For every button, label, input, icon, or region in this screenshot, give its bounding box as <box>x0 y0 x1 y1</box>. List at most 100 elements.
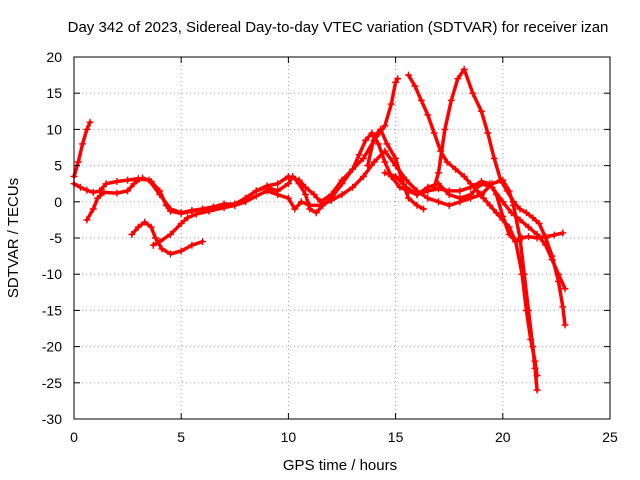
data-point <box>306 201 314 209</box>
series-arc-9 <box>381 169 569 293</box>
y-tick-label: -10 <box>42 266 62 282</box>
grid <box>74 57 610 419</box>
data-point <box>413 191 421 199</box>
data-point <box>512 238 520 246</box>
data-point <box>445 201 453 209</box>
data-point <box>533 230 541 238</box>
data-point <box>156 191 164 199</box>
data-point <box>522 306 530 314</box>
data-point <box>302 183 310 191</box>
x-tick-label: 15 <box>388 429 404 445</box>
data-point <box>413 201 421 209</box>
series-arc-3 <box>70 75 402 217</box>
data-point <box>295 176 303 184</box>
data-point <box>559 229 567 237</box>
data-point <box>124 176 132 184</box>
data-point <box>370 133 378 141</box>
x-tick-label: 5 <box>177 429 185 445</box>
data-point <box>79 140 87 148</box>
data-point <box>527 335 535 343</box>
data-point <box>177 220 185 227</box>
data-point <box>445 191 453 199</box>
data-point <box>542 234 550 242</box>
data-point <box>435 180 442 188</box>
data-point <box>128 230 136 238</box>
data-point <box>284 180 292 188</box>
y-tick-label: 20 <box>46 49 62 65</box>
data-point <box>368 129 376 137</box>
data-point <box>274 191 282 199</box>
data-point <box>74 158 82 166</box>
data-point <box>242 198 249 206</box>
data-point <box>490 154 498 162</box>
data-point <box>177 209 185 217</box>
data-point <box>411 82 419 90</box>
data-point <box>152 234 159 242</box>
data-point <box>192 210 200 218</box>
data-point <box>533 372 541 380</box>
data-point <box>488 183 496 191</box>
axes: 0 5 10 15 20 25 -30 -25 -20 -15 -10 -5 0 5 10 15 20 <box>42 49 618 445</box>
data-point <box>559 303 567 311</box>
data-point <box>492 209 500 217</box>
data-point <box>156 238 164 246</box>
data-point <box>516 205 524 213</box>
data-point <box>83 186 91 194</box>
data-point <box>469 89 477 97</box>
data-point <box>392 78 400 86</box>
data-point <box>516 234 524 242</box>
data-point <box>76 183 84 191</box>
data-point <box>381 158 389 166</box>
data-point <box>522 209 530 217</box>
data-point <box>497 176 505 184</box>
data-point <box>377 125 385 133</box>
y-tick-label: -25 <box>42 375 62 391</box>
data-point <box>317 201 325 209</box>
data-point <box>561 321 569 329</box>
data-point <box>486 201 494 209</box>
data-point <box>124 187 132 195</box>
data-point <box>381 147 389 155</box>
data-point <box>302 191 310 199</box>
data-point <box>284 194 292 202</box>
data-point <box>447 96 455 104</box>
data-point <box>381 122 389 130</box>
data-point <box>456 194 464 202</box>
data-point <box>113 189 121 197</box>
data-point <box>550 231 558 239</box>
x-tick-label: 0 <box>70 429 78 445</box>
data-point <box>134 175 142 183</box>
data-point <box>96 187 104 195</box>
data-point <box>510 198 517 206</box>
data-point <box>338 191 346 199</box>
data-point <box>477 107 485 115</box>
x-tick-label: 25 <box>602 429 618 445</box>
data-point <box>349 165 357 173</box>
series-trace <box>406 73 539 378</box>
data-point <box>405 71 412 79</box>
data-point <box>456 187 464 195</box>
data-point <box>89 205 97 213</box>
data-point <box>529 214 537 222</box>
data-point <box>460 173 468 180</box>
data-point <box>435 169 442 177</box>
data-point <box>184 214 192 222</box>
data-point <box>387 100 395 108</box>
data-point <box>338 176 346 184</box>
data-point <box>548 256 556 264</box>
data-point <box>167 230 174 238</box>
data-point <box>402 183 410 191</box>
series-trace <box>383 171 567 291</box>
data-point <box>424 183 432 191</box>
data-point <box>518 270 526 278</box>
data-point <box>89 188 97 196</box>
series-arc-1 <box>70 118 94 180</box>
data-point <box>364 162 372 170</box>
data-point <box>484 129 492 137</box>
data-point <box>83 216 91 224</box>
data-point <box>452 165 460 173</box>
data-point <box>503 187 511 195</box>
data-point <box>531 357 539 365</box>
data-point <box>441 125 449 133</box>
data-point <box>100 188 108 196</box>
